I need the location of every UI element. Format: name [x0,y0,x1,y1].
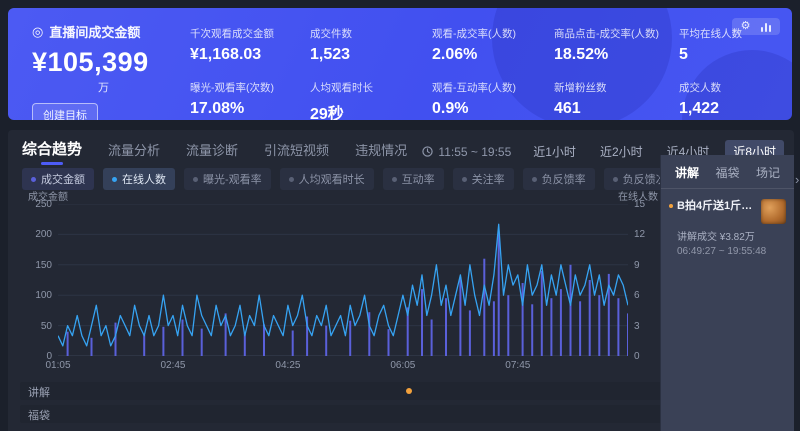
metric-cell: 人均观看时长 29秒 [310,82,373,120]
time-range: 11:55 ~ 19:55 [422,145,511,159]
chip-avg-watch-time[interactable]: 人均观看时长 [279,168,374,190]
banner-toolbar: ⚙ [731,18,780,35]
chip-negative-feedback-rate[interactable]: 负反馈率 [522,168,595,190]
time-range-text: 11:55 ~ 19:55 [438,144,512,159]
metric-cell: 千次观看成交金额 ¥1,168.03 [190,28,274,63]
side-panel: 讲解 福袋 场记 B拍4斤送1斤共35-4... 讲解成交 ¥3.82万 06:… [660,155,794,431]
gray-dot-icon [288,176,294,182]
explain-item-deal: 讲解成交 ¥3.82万 [677,232,755,243]
event-row-lucky-bag[interactable]: 福袋 [20,405,668,423]
chip-exposure-view-rate[interactable]: 曝光-观看率 [184,168,271,190]
panel-tab-scene-note[interactable]: 场记 [755,166,780,180]
metric-cell: 成交件数 1,523 [310,28,352,63]
gray-dot-icon [531,176,537,182]
explain-item-time: 06:49:27 ~ 19:55:48 [677,246,767,257]
event-track [58,382,628,400]
section-tabs: 综合趋势 流量分析 流量诊断 引流短视频 违规情况 [22,138,407,165]
preset-2h[interactable]: 近2小时 [599,145,643,159]
banner-decor [492,8,672,120]
left-axis-ticks: 250 200 150 100 50 0 [35,199,52,362]
orange-dot-icon [669,204,673,208]
chip-deal-amount[interactable]: 成交金额 [22,168,94,190]
chip-follow-rate[interactable]: 关注率 [452,168,514,190]
primary-metric-label: 直播间成交金额 [49,25,141,40]
tab-violations[interactable]: 违规情况 [355,143,408,158]
metric-cell: 成交人数 1,422 [679,82,721,117]
gray-dot-icon [461,176,467,182]
tab-short-video[interactable]: 引流短视频 [264,143,330,158]
primary-metric-unit: 万 [98,82,109,94]
cyan-dot-icon [112,176,117,182]
tab-overall-trend[interactable]: 综合趋势 [22,138,82,165]
summary-banner: ◎ 直播间成交金额 ¥105,399 万 创建目标 千次观看成交金额 ¥1,16… [8,8,792,120]
clock-icon [422,146,434,157]
chevron-right-icon[interactable]: › [795,171,800,187]
metric-cell: 观看-成交率(人数) 2.06% [432,28,516,63]
metric-cell: 新增粉丝数 461 [554,82,607,117]
panel-tab-explain[interactable]: 讲解 [675,166,700,180]
panel-tab-lucky-bag[interactable]: 福袋 [715,166,740,180]
tab-traffic-analysis[interactable]: 流量分析 [108,143,161,158]
metric-cell: 商品点击-成交率(人数) 18.52% [554,28,659,63]
create-goal-button[interactable]: 创建目标 [32,103,98,120]
chip-online-users[interactable]: 在线人数 [103,168,175,190]
metric-cell: 观看-互动率(人数) 0.9% [432,82,516,117]
x-axis-ticks: 01:05 02:45 04:25 06:05 07:45 [45,360,531,371]
product-thumbnail [761,199,786,224]
trend-chart: 成交金额 在线人数 250 200 150 100 50 0 15 12 9 6 3 0 01:05… [20,188,668,388]
event-row-explain[interactable]: 讲解 [20,382,668,400]
stats-icon[interactable] [760,22,771,32]
gray-dot-icon [391,176,397,182]
trend-section: 综合趋势 流量分析 流量诊断 引流短视频 违规情况 11:55 ~ 19:55 … [8,130,799,431]
gear-icon[interactable]: ⚙ [740,20,751,32]
event-marker-dot[interactable] [405,388,412,394]
primary-metric: ◎ 直播间成交金额 ¥105,399 万 创建目标 [32,22,149,120]
explain-item[interactable]: B拍4斤送1斤共35-4... 讲解成交 ¥3.82万 06:49:27 ~ 1… [661,189,794,267]
explain-item-title: B拍4斤送1斤共35-4... [677,200,755,212]
event-track [58,405,628,423]
preset-1h[interactable]: 近1小时 [533,145,576,159]
chip-interaction-rate[interactable]: 互动率 [382,168,444,190]
metric-cell: 曝光-观看率(次数) 17.08% [190,82,274,117]
purple-dot-icon [31,176,36,182]
left-axis-title: 成交金额 [28,192,68,203]
right-axis-ticks: 15 12 9 6 3 0 [634,199,646,362]
chart-plot-area [58,204,628,356]
tab-traffic-diagnosis[interactable]: 流量诊断 [186,143,239,158]
side-panel-tabs: 讲解 福袋 场记 [661,155,794,189]
gray-dot-icon [193,176,198,182]
primary-metric-value: ¥105,399 [32,47,149,77]
target-icon: ◎ [32,24,44,39]
right-axis-title: 在线人数 [618,192,658,203]
metric-cell: 平均在线人数 5 [679,28,742,63]
metrics-grid: 千次观看成交金额 ¥1,168.03 成交件数 1,523 观看-成交率(人数)… [190,26,766,120]
gray-dot-icon [612,176,618,182]
